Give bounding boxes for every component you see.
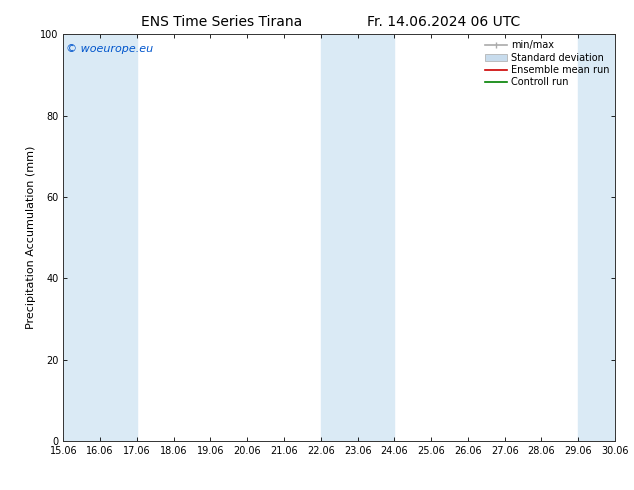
Bar <box>100 34 137 441</box>
Y-axis label: Precipitation Accumulation (mm): Precipitation Accumulation (mm) <box>26 146 36 329</box>
Bar <box>63 34 100 441</box>
Bar <box>358 34 394 441</box>
Text: Fr. 14.06.2024 06 UTC: Fr. 14.06.2024 06 UTC <box>367 15 521 29</box>
Bar <box>578 34 615 441</box>
Bar <box>321 34 358 441</box>
Legend: min/max, Standard deviation, Ensemble mean run, Controll run: min/max, Standard deviation, Ensemble me… <box>482 37 612 90</box>
Text: ENS Time Series Tirana: ENS Time Series Tirana <box>141 15 302 29</box>
Text: © woeurope.eu: © woeurope.eu <box>66 45 153 54</box>
